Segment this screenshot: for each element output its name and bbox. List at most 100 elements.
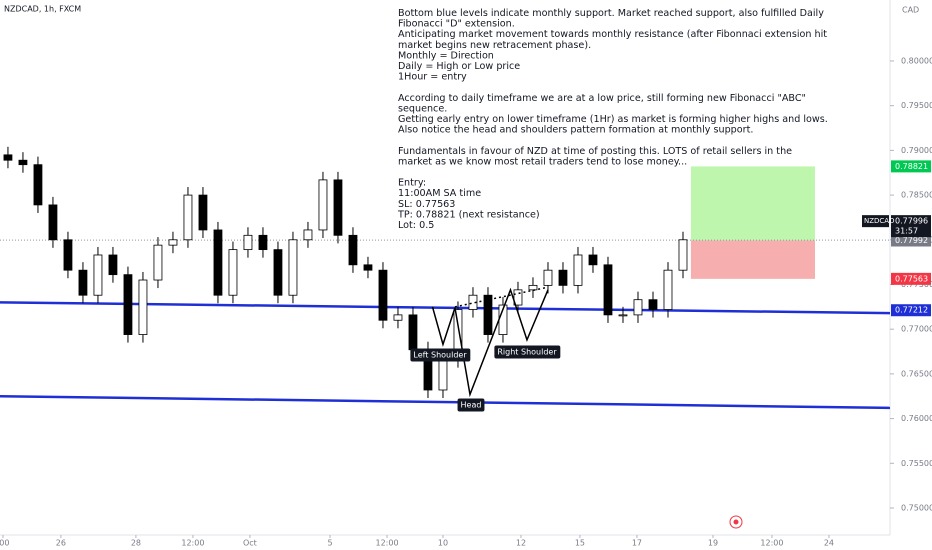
x-tick-label: 26	[56, 539, 66, 548]
current-price-label: 0.77996	[895, 217, 928, 226]
x-tick-label: 12:00	[760, 539, 783, 548]
x-tick-label: :00	[0, 539, 9, 548]
stop-loss-zone	[690, 240, 815, 279]
candle	[48, 196, 58, 248]
chart-title: NZDCAD, 1h, FXCM	[4, 5, 81, 14]
price-tag	[891, 234, 931, 247]
candle-body	[213, 229, 223, 296]
annotation-line: market begins new retracement phase).	[398, 40, 591, 51]
candle-body	[198, 194, 208, 231]
candle-body	[33, 164, 43, 206]
candle	[348, 227, 358, 273]
candle	[228, 241, 238, 304]
candle-body	[138, 279, 148, 335]
candle	[123, 266, 133, 343]
candle	[618, 306, 628, 323]
candle-body	[663, 269, 673, 310]
candle-body	[123, 274, 133, 335]
candle	[558, 262, 568, 294]
candle	[303, 221, 313, 248]
y-tick-label: 0.75500	[901, 459, 932, 468]
flag-icon	[729, 515, 743, 529]
candle-body	[3, 154, 13, 161]
annotation-line: 11:00AM SA time	[398, 188, 481, 199]
candle	[33, 156, 43, 213]
annotation-line: Entry:	[398, 178, 426, 189]
candle-body	[183, 194, 193, 241]
candle	[93, 246, 103, 304]
neckline	[454, 286, 549, 308]
current-price-tag	[891, 215, 931, 238]
candle-body	[363, 264, 373, 271]
candle	[648, 291, 658, 318]
candle-body	[153, 244, 163, 281]
price-tag-label: 0.77563	[895, 274, 928, 283]
candle-body	[48, 204, 58, 241]
candle-body	[468, 294, 478, 310]
annotation-line: Anticipating market movement towards mon…	[398, 29, 827, 40]
annotation-line: market as we know most retail traders te…	[398, 156, 687, 167]
candle	[78, 262, 88, 304]
candle-body	[18, 159, 28, 166]
candle-body	[273, 249, 283, 296]
candle	[258, 227, 268, 258]
candle-body	[588, 254, 598, 266]
price-tag-label: 0.78821	[895, 162, 928, 171]
symbol-tag	[862, 215, 889, 228]
y-tick-label: 0.78500	[901, 191, 932, 200]
candle-body	[543, 269, 553, 286]
candle-body	[228, 249, 238, 296]
candle	[663, 262, 673, 318]
plot-area: Left Shoulder Head Right Shoulder	[0, 146, 891, 412]
annotation-line: SL: 0.77563	[398, 199, 455, 210]
candle	[483, 287, 493, 343]
candle	[183, 187, 193, 248]
candle	[588, 246, 598, 273]
candle-body	[573, 254, 583, 286]
annotation-line: Lot: 0.5	[398, 220, 434, 231]
candle	[393, 306, 403, 329]
annotation-line: Fundamentals in favour of NZD at time of…	[398, 146, 792, 157]
candle-body	[678, 239, 688, 271]
annotation-line: According to daily timeframe we are at a…	[398, 93, 806, 104]
candle-body	[93, 254, 103, 296]
candle-body	[318, 179, 328, 231]
y-tick-label: 0.79500	[901, 101, 932, 110]
x-tick-label: Oct	[243, 539, 257, 548]
candle-body	[108, 254, 118, 276]
x-tick-label: 24	[824, 539, 834, 548]
candle-body	[513, 289, 523, 306]
candle-body	[648, 299, 658, 310]
candle-body	[78, 269, 88, 296]
pattern-label-box	[494, 345, 561, 359]
x-tick-label: 10	[438, 539, 448, 548]
candle	[468, 287, 478, 318]
candle-body	[528, 284, 538, 291]
pattern-label: Right Shoulder	[494, 345, 561, 359]
candle	[678, 231, 688, 279]
price-tag	[891, 304, 931, 317]
candle	[108, 246, 118, 283]
x-tick-label: 28	[131, 539, 141, 548]
x-tick-label: 5	[327, 539, 332, 548]
candle	[288, 231, 298, 304]
candle-body	[303, 229, 313, 241]
y-tick-label: 0.80000	[901, 56, 932, 65]
pattern-label-text: Left Shoulder	[413, 351, 467, 360]
x-tick-label: 12:00	[375, 539, 398, 548]
y-tick-label: 0.77000	[901, 325, 932, 334]
candle	[198, 187, 208, 238]
pattern-label: Left Shoulder	[410, 348, 471, 362]
candle	[633, 291, 643, 323]
pattern-label-box	[457, 398, 485, 412]
support-line	[0, 394, 891, 410]
take-profit-zone	[690, 166, 815, 241]
candle-body	[168, 239, 178, 246]
candle	[243, 227, 253, 258]
annotation-line: Getting early entry on lower timeframe (…	[398, 114, 828, 125]
candle	[318, 171, 328, 238]
x-tick-label: 17	[632, 539, 642, 548]
candle-body	[348, 234, 358, 266]
x-tick-label: 15	[575, 539, 585, 548]
